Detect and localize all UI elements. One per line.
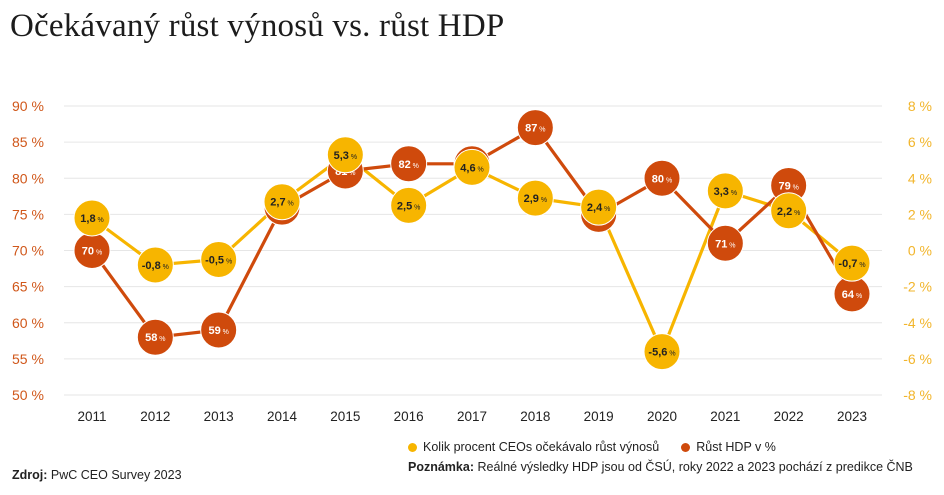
chart-title: Očekávaný růst výnosů vs. růst HDP — [10, 8, 505, 44]
gdp-point-marker — [706, 224, 744, 262]
source-note: Zdroj: PwC CEO Survey 2023 — [12, 468, 182, 482]
y-left-tick-label: 90 % — [12, 98, 44, 114]
y-left-tick-label: 70 % — [12, 243, 44, 259]
legend-item-ceo: Kolik procent CEOs očekávalo růst výnosů — [408, 440, 659, 454]
x-tick-label: 2020 — [647, 409, 677, 424]
y-left-tick-label: 50 % — [12, 387, 44, 403]
y-right-tick-label: 6 % — [908, 134, 932, 150]
ceo-point-marker — [390, 186, 428, 224]
ceo-point-marker — [833, 244, 871, 282]
ceo-point-marker — [263, 183, 301, 221]
source-text: PwC CEO Survey 2023 — [50, 468, 182, 482]
y-right-tick-label: -4 % — [903, 315, 932, 331]
x-tick-label: 2019 — [584, 409, 614, 424]
legend-item-gdp: Růst HDP v % — [681, 440, 776, 454]
x-tick-label: 2012 — [140, 409, 170, 424]
gdp-point-marker — [643, 159, 681, 197]
y-right-tick-label: 8 % — [908, 98, 932, 114]
y-right-tick-label: -2 % — [903, 279, 932, 295]
x-tick-label: 2023 — [837, 409, 867, 424]
ceo-point-marker — [200, 241, 238, 279]
footnote-text: Reálné výsledky HDP jsou od ČSÚ, roky 20… — [477, 460, 913, 474]
y-right-tick-label: 4 % — [908, 170, 932, 186]
x-tick-label: 2018 — [520, 409, 550, 424]
source-label: Zdroj: — [12, 468, 48, 482]
x-tick-label: 2022 — [774, 409, 804, 424]
x-tick-label: 2013 — [204, 409, 234, 424]
legend-label-ceo: Kolik procent CEOs očekávalo růst výnosů — [423, 440, 660, 454]
y-left-tick-label: 60 % — [12, 315, 44, 331]
y-left-tick-label: 65 % — [12, 279, 44, 295]
ceo-point-marker — [453, 148, 491, 186]
footnote: Poznámka: Reálné výsledky HDP jsou od ČS… — [408, 460, 913, 474]
ceo-point-marker — [643, 333, 681, 371]
ceo-point-marker — [580, 188, 618, 226]
x-tick-label: 2016 — [394, 409, 424, 424]
legend-label-gdp: Růst HDP v % — [696, 440, 776, 454]
legend-swatch-gdp — [681, 442, 691, 452]
x-tick-label: 2015 — [330, 409, 360, 424]
x-tick-label: 2017 — [457, 409, 487, 424]
ceo-point-marker — [73, 199, 111, 237]
y-left-tick-label: 85 % — [12, 134, 44, 150]
gdp-point-marker — [136, 318, 174, 356]
ceo-point-marker — [136, 246, 174, 284]
ceo-point-marker — [516, 179, 554, 217]
y-right-tick-label: 2 % — [908, 206, 932, 222]
line-chart: 50 % 55 % 60 % 65 % 70 % 75 % 80 % 85 % 90 % -8 %… — [12, 98, 932, 424]
y-right-tick-label: -8 % — [903, 387, 932, 403]
y-left-tick-label: 55 % — [12, 351, 44, 367]
y-left-tick-label: 75 % — [12, 206, 44, 222]
gdp-point-marker — [516, 109, 554, 147]
gdp-point-marker — [200, 311, 238, 349]
ceo-point-marker — [706, 172, 744, 210]
y-right-tick-label: 0 % — [908, 243, 932, 259]
ceo-point-marker — [770, 192, 808, 230]
ceo-point-marker — [326, 136, 364, 174]
x-tick-label: 2021 — [710, 409, 740, 424]
legend-swatch-ceo — [408, 442, 417, 452]
x-tick-label: 2011 — [77, 409, 106, 424]
x-tick-label: 2014 — [267, 409, 298, 424]
y-right-tick-label: -6 % — [903, 351, 932, 367]
y-left-tick-label: 80 % — [12, 170, 44, 186]
legend: Kolik procent CEOs očekávalo růst výnosů… — [408, 440, 798, 454]
footnote-label: Poznámka: — [408, 460, 474, 474]
gdp-point-marker — [390, 145, 428, 183]
